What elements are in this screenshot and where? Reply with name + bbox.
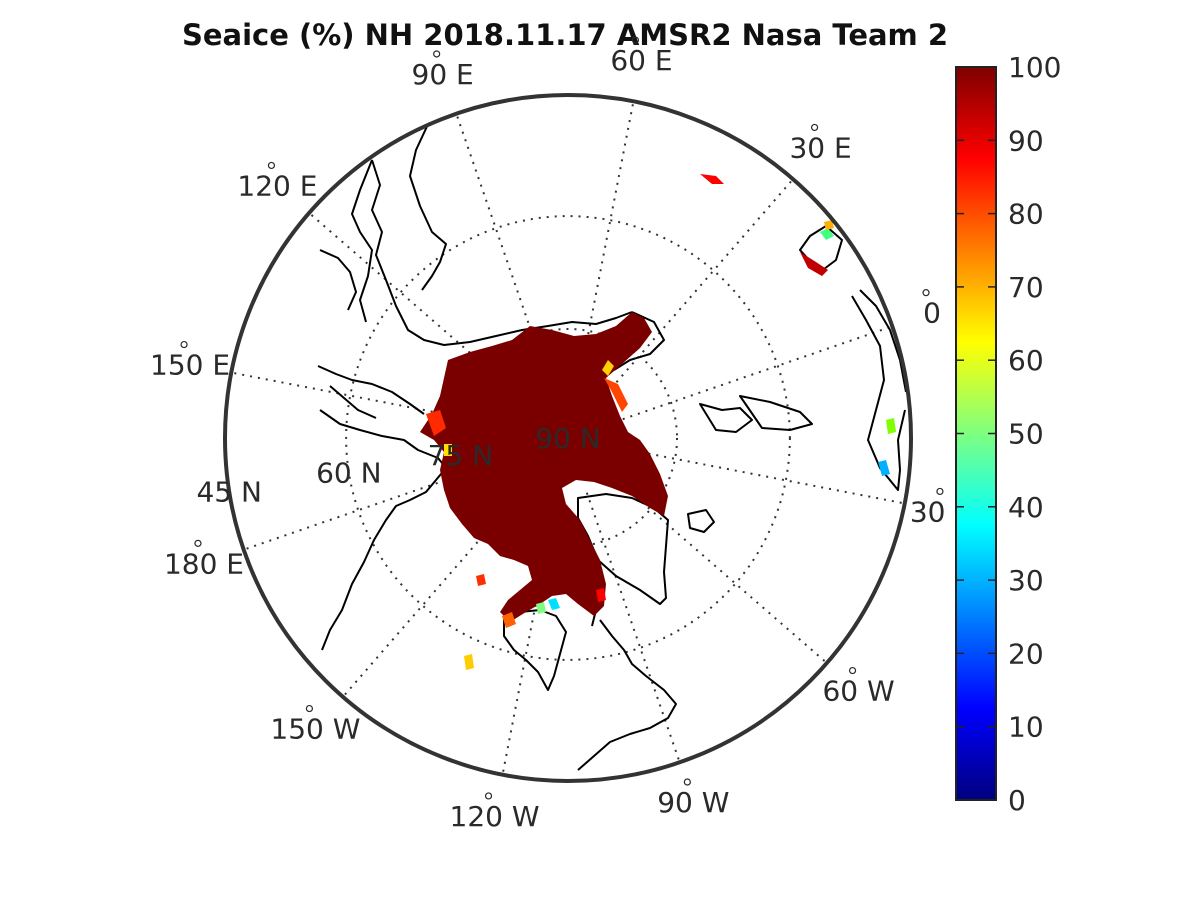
degree-symbol xyxy=(683,778,691,786)
colorbar-tick-label: 90 xyxy=(1008,124,1044,157)
colorbar-tick-label: 30 xyxy=(1008,564,1044,597)
colorbar-ticks: 0 10 20 30 40 50 60 70 80 90 100 xyxy=(956,51,1061,817)
latitude-circle xyxy=(457,327,679,549)
colorbar-tick-label: 60 xyxy=(1008,344,1044,377)
latitude-labels: 45 N 60 N 75 N 90 N xyxy=(196,422,600,509)
degree-symbol xyxy=(810,123,819,132)
degree-symbol xyxy=(484,792,493,800)
longitude-label: 60 E xyxy=(610,44,672,77)
colorbar-tick-label: 80 xyxy=(1008,198,1044,231)
map-frame xyxy=(223,93,913,783)
longitude-label: 90 E xyxy=(412,58,474,91)
degree-symbol xyxy=(267,161,276,170)
latitude-label: 75 N xyxy=(428,439,493,472)
meridian-line xyxy=(585,492,681,763)
degree-symbol xyxy=(631,36,640,44)
degree-symbol xyxy=(305,704,314,713)
longitude-label: 150 E xyxy=(150,349,230,382)
degree-symbol xyxy=(922,289,930,297)
colorbar-tick-label: 70 xyxy=(1008,271,1044,304)
colorbar-tick-label: 10 xyxy=(1008,711,1044,744)
longitude-label: 0 xyxy=(923,297,941,330)
latitude-label: 90 N xyxy=(535,422,600,455)
sea-ice xyxy=(420,174,896,670)
colorbar-tick-label: 50 xyxy=(1008,418,1044,451)
meridian-line xyxy=(605,178,794,395)
colorbar-tick-label: 40 xyxy=(1008,491,1044,524)
longitude-label: 150 W xyxy=(270,713,360,746)
longitude-label: 120 W xyxy=(450,800,540,833)
degree-symbol xyxy=(194,539,202,547)
degree-symbol xyxy=(180,340,188,349)
longitude-label: 90 W xyxy=(657,786,729,819)
colorbar-tick-label: 0 xyxy=(1008,784,1026,817)
latitude-circle xyxy=(345,215,791,661)
longitude-label: 120 E xyxy=(237,169,317,202)
graticule xyxy=(231,101,905,775)
longitude-label: 180 E xyxy=(164,547,244,580)
latitude-label: 60 N xyxy=(316,457,381,490)
colorbar: 0 10 20 30 40 50 60 70 80 90 100 xyxy=(955,51,1061,817)
colorbar-tick-label: 20 xyxy=(1008,637,1044,670)
degree-symbol xyxy=(936,487,944,496)
longitude-label: 30 E xyxy=(789,131,851,164)
map-title: Seaice (%) NH 2018.11.17 AMSR2 Nasa Team… xyxy=(181,18,949,52)
longitude-label: 60 W xyxy=(822,675,894,708)
colorbar-tick-label: 100 xyxy=(1008,51,1061,84)
latitude-label: 45 N xyxy=(196,476,261,509)
degree-symbol xyxy=(848,666,857,675)
degree-symbol xyxy=(433,50,441,58)
